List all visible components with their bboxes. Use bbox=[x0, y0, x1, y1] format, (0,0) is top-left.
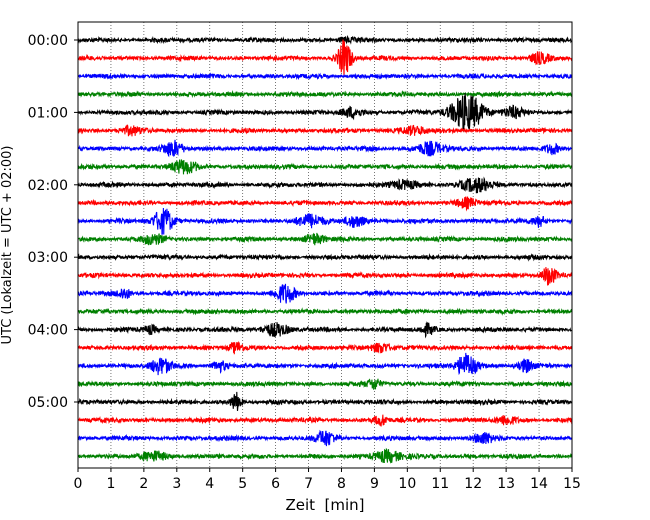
x-tick-label: 12 bbox=[464, 476, 482, 492]
trace-0545 bbox=[77, 447, 573, 464]
trace-0115 bbox=[77, 124, 573, 137]
grid-lines bbox=[110, 22, 540, 468]
x-tick-label: 6 bbox=[271, 476, 280, 492]
x-tick-label: 1 bbox=[106, 476, 115, 492]
trace-0315 bbox=[77, 267, 573, 286]
seismic-traces bbox=[77, 35, 573, 464]
trace-0345 bbox=[77, 307, 573, 316]
y-tick-label: 01:00 bbox=[28, 105, 68, 121]
x-tick-label: 11 bbox=[431, 476, 449, 492]
trace-0515 bbox=[77, 414, 573, 427]
x-tick-label: 5 bbox=[238, 476, 247, 492]
y-tick-label: 03:00 bbox=[28, 250, 68, 266]
y-axis-label: UTC (Lokalzeit = UTC + 02:00) bbox=[0, 146, 15, 345]
y-tick-label: 02:00 bbox=[28, 178, 68, 194]
trace-0245 bbox=[77, 232, 573, 246]
y-tick-label: 00:00 bbox=[28, 33, 68, 49]
x-tick-label: 9 bbox=[370, 476, 379, 492]
x-axis: 0 1 2 3 4 5 6 7 8 9 10 11 12 13 14 15 bbox=[74, 468, 581, 492]
x-axis-label: Zeit [min] bbox=[285, 496, 364, 514]
y-axis: 00:00 01:00 02:00 03:00 04:00 05:00 bbox=[28, 33, 78, 411]
x-tick-label: 15 bbox=[563, 476, 581, 492]
plot-frame bbox=[77, 21, 573, 469]
x-tick-label: 8 bbox=[337, 476, 346, 492]
trace-0230 bbox=[77, 208, 573, 235]
trace-0045 bbox=[77, 90, 573, 99]
x-tick-label: 10 bbox=[398, 476, 416, 492]
trace-0145 bbox=[77, 159, 573, 175]
trace-0300 bbox=[77, 252, 573, 262]
x-tick-label: 14 bbox=[530, 476, 548, 492]
trace-0015 bbox=[77, 39, 573, 78]
trace-0215 bbox=[77, 196, 573, 212]
x-tick-label: 13 bbox=[497, 476, 515, 492]
trace-0030 bbox=[77, 72, 573, 81]
trace-0100 bbox=[77, 93, 573, 133]
x-tick-label: 7 bbox=[304, 476, 313, 492]
y-tick-label: 05:00 bbox=[28, 395, 68, 411]
trace-0330 bbox=[77, 283, 573, 304]
y-tick-label: 04:00 bbox=[28, 323, 68, 339]
trace-0445 bbox=[77, 378, 573, 390]
trace-0400 bbox=[77, 321, 573, 339]
trace-0500 bbox=[77, 391, 573, 411]
trace-0530 bbox=[77, 429, 573, 447]
x-tick-label: 4 bbox=[205, 476, 214, 492]
x-tick-label: 3 bbox=[172, 476, 181, 492]
trace-0000 bbox=[77, 35, 573, 45]
trace-0415 bbox=[77, 340, 573, 355]
trace-0430 bbox=[77, 352, 573, 376]
trace-0130 bbox=[77, 139, 573, 158]
x-tick-label: 0 bbox=[74, 476, 83, 492]
trace-0200 bbox=[77, 176, 573, 194]
x-tick-label: 2 bbox=[139, 476, 148, 492]
